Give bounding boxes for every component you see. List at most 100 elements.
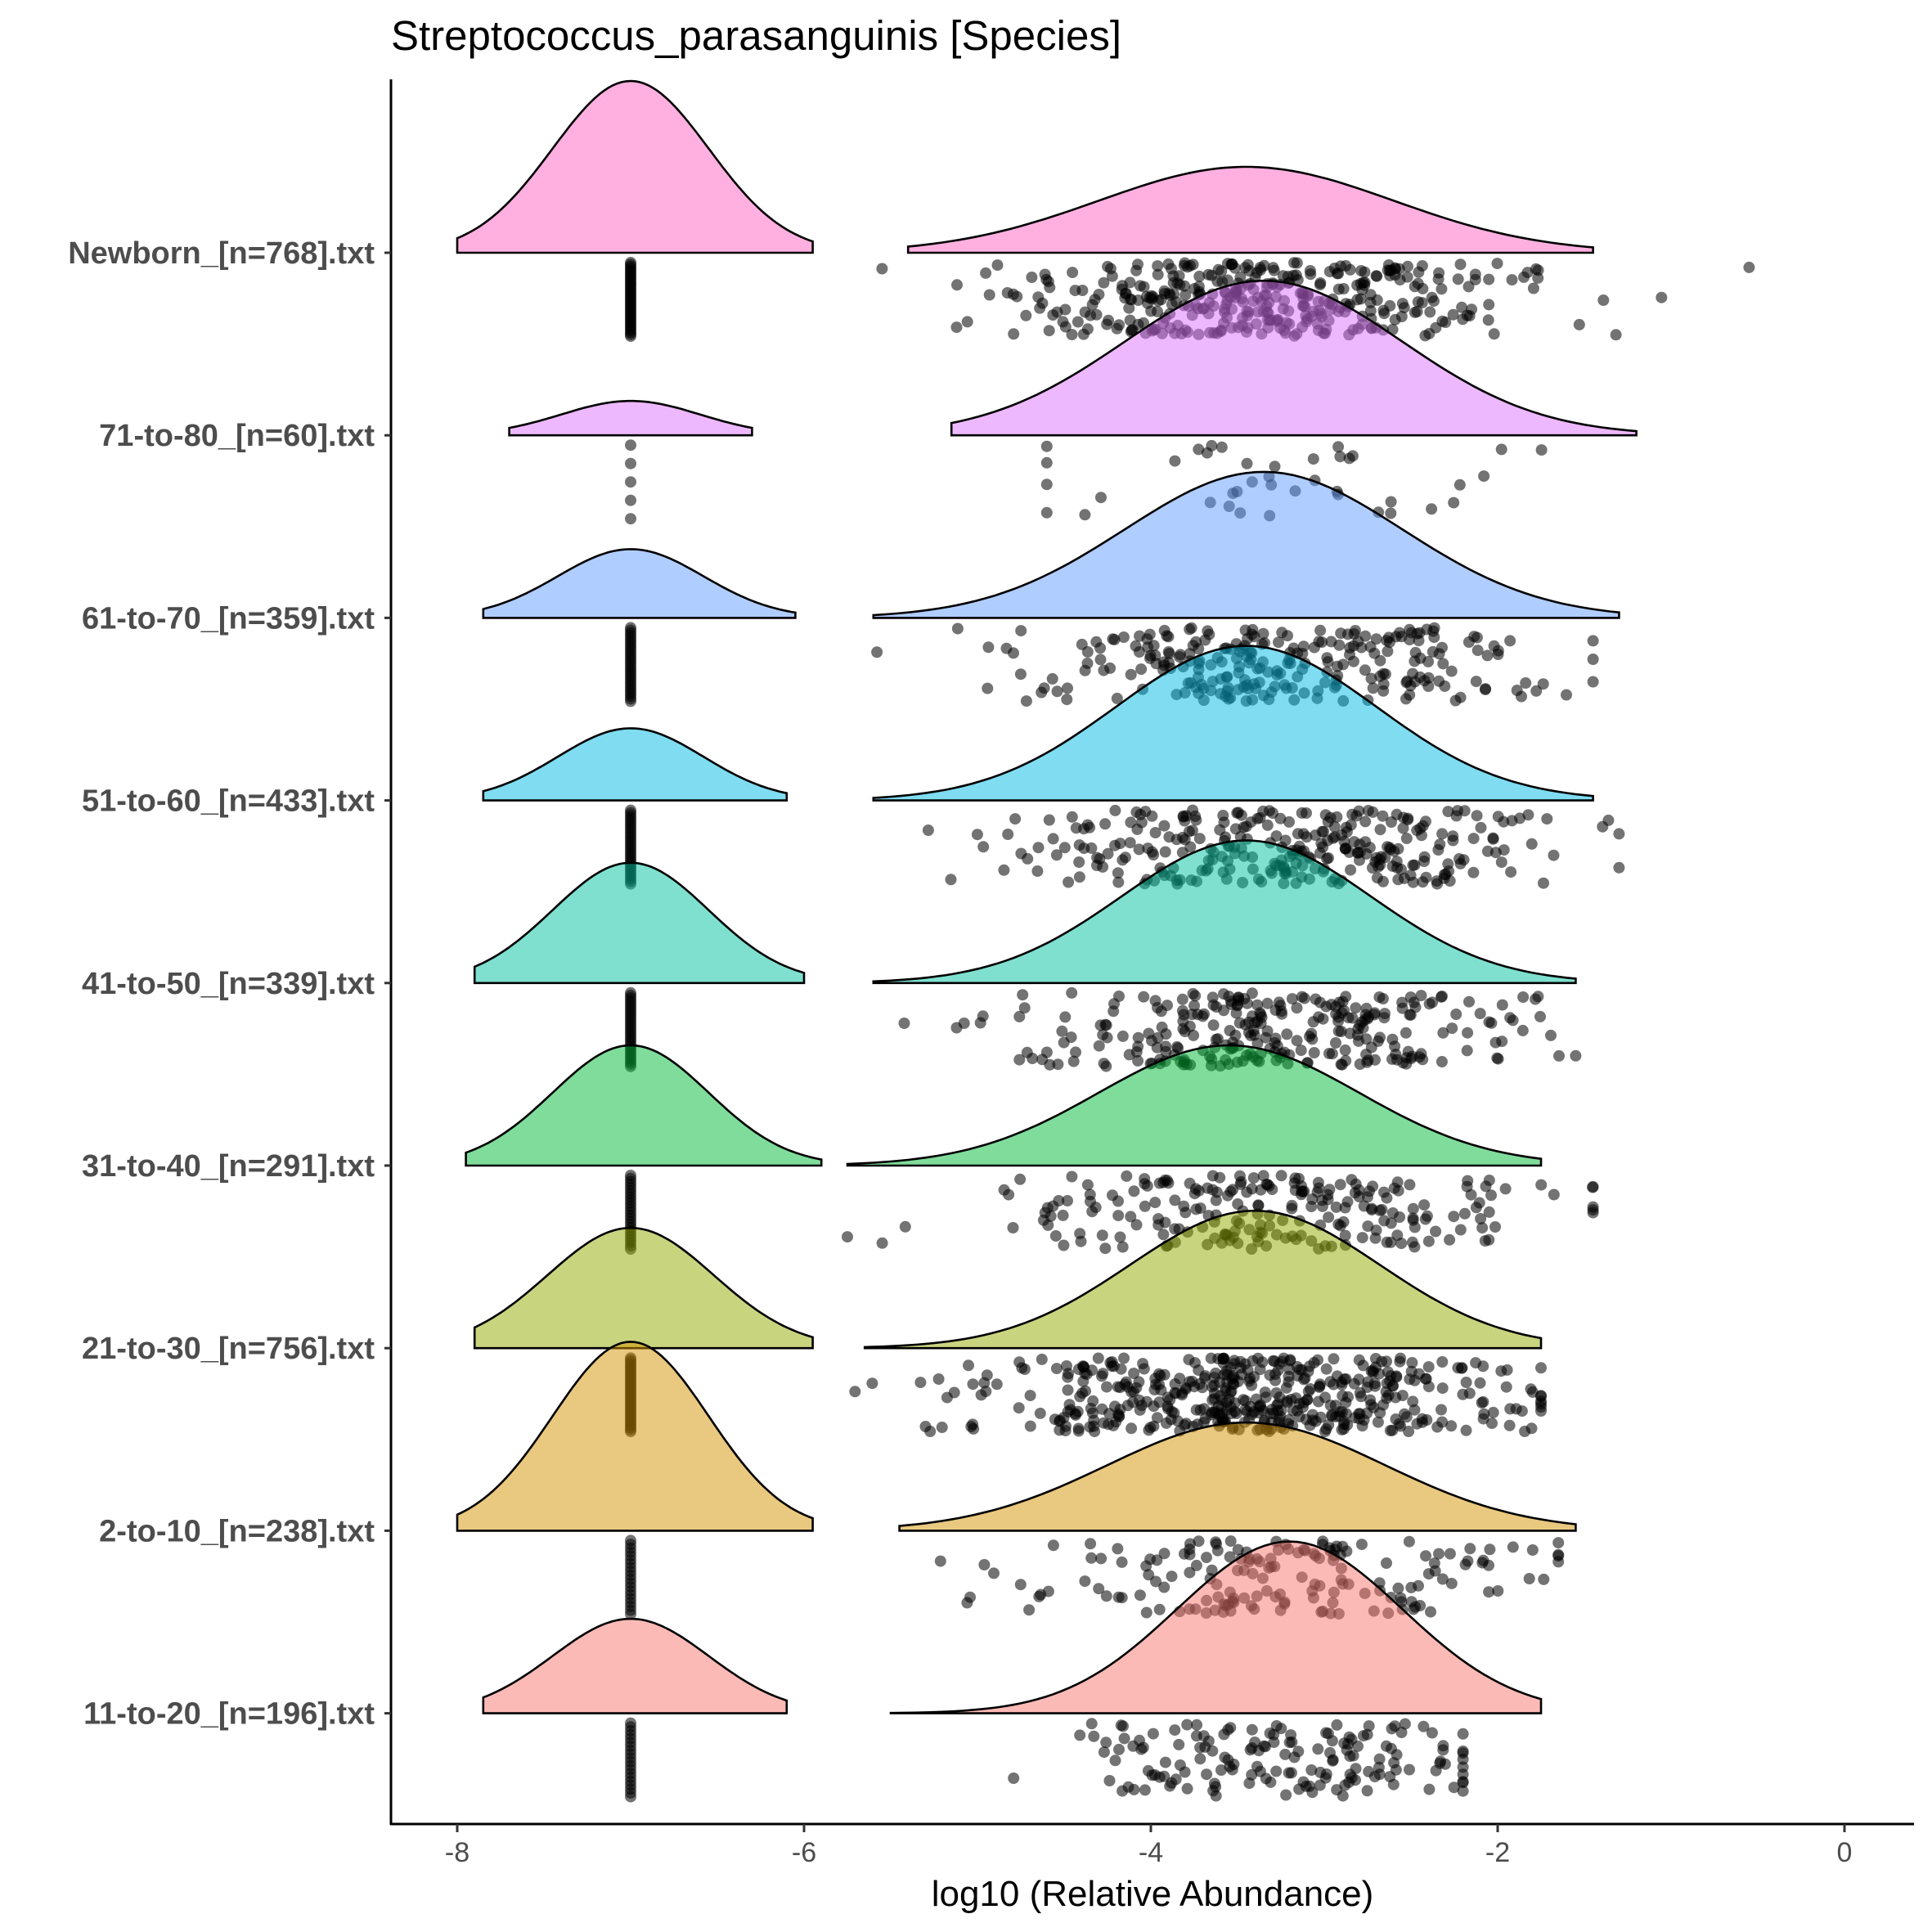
point-61-to-70 [1014,668,1027,681]
point-11-to-20 [1222,1723,1234,1736]
point-61-to-70 [1163,648,1175,659]
point-newborn [1066,329,1078,340]
point-21-to-30 [1063,1399,1076,1411]
point-31-to-40 [1128,1185,1140,1197]
point-31-to-40 [1066,1170,1078,1183]
point-11-to-20 [1388,1757,1400,1769]
point-41-to-50 [1390,1049,1402,1060]
point-21-to-30 [1283,1376,1295,1388]
point-21-to-30 [1413,1368,1425,1380]
point-51-to-60 [1453,853,1465,865]
point-41-to-50 [1330,1037,1341,1049]
point-51-to-60 [1148,849,1160,860]
point-31-to-40 [1081,1179,1094,1191]
point-21-to-30 [1208,1379,1220,1391]
point-51-to-60 [1432,844,1445,856]
point-41-to-50 [1207,1019,1220,1031]
point-newborn [1032,291,1045,303]
point-31-to-40 [1418,1199,1431,1211]
point-71-to-80 [1453,479,1466,491]
y-axis-labels: Newborn_[n=768].txt 71-to-80_[n=60].txt 61… [68,236,391,1732]
point-61-to-70 [1587,676,1599,688]
point-newborn [1132,258,1143,271]
point-21-to-30 [1164,1394,1176,1406]
point-31-to-40 [1252,1199,1265,1211]
x-tick-label-2: -4 [1139,1837,1163,1868]
point-21-to-30 [963,1359,974,1372]
point-newborn [1506,274,1518,286]
point-21-to-30 [1274,1410,1286,1422]
point-21-to-30 [1097,1368,1109,1380]
point-2-to-10 [1184,1538,1196,1550]
point-61-to-70 [1046,672,1058,685]
point-11-to-20 [1426,1727,1438,1739]
point-61-to-70 [1314,624,1327,636]
point-2-to-10 [1403,1535,1415,1548]
point-61-to-70 [1449,694,1462,707]
point-51-to-60 [1505,866,1517,878]
point-2-to-10 [1184,1566,1196,1579]
point-61-to-70 [1325,636,1337,648]
point-51-to-60 [1467,866,1480,878]
point-newborn [1573,318,1585,330]
point-51-to-60 [1348,836,1360,848]
point-2-to-10 [1526,1544,1539,1556]
point-31-to-40 [1362,1220,1374,1233]
point-newborn [1482,314,1494,326]
point-21-to-30 [1151,1412,1163,1424]
point-11-to-20 [1292,1746,1305,1758]
point-51-to-60 [1229,823,1242,835]
point-21-to-30 [1445,1420,1458,1432]
point-2-to-10 [1047,1539,1059,1552]
point-41-to-50 [1132,1031,1144,1044]
point-newborn [876,263,888,275]
density-zero-51-to-60 [482,727,789,802]
point-61-to-70 [1246,628,1258,640]
point-21-to-30 [1216,1413,1229,1425]
point-51-to-60 [1371,872,1383,884]
point-newborn [1103,314,1115,326]
point-41-to-50 [1415,990,1427,1002]
point-21-to-30 [1072,1425,1085,1437]
point-newborn [1305,268,1317,281]
point-31-to-40 [1349,1187,1361,1199]
point-31-to-40 [1366,1204,1378,1216]
point-61-to-70 [1157,656,1170,668]
point-11-to-20 [1117,1785,1129,1797]
point-2-to-10 [1134,1589,1146,1602]
point-41-to-50 [1251,1037,1264,1049]
point-41-to-50 [1545,1029,1557,1041]
point-61-to-70 [1193,643,1205,655]
point-newborn [1384,269,1396,281]
point-41-to-50 [1276,1008,1288,1020]
point-51-to-60 [1292,828,1304,840]
point-41-to-50 [1070,1046,1081,1058]
point-21-to-30 [967,1378,979,1391]
point-31-to-40 [842,1231,853,1243]
point-71-to-80 [1332,441,1345,453]
point-41-to-50 [1224,1025,1236,1036]
point-21-to-30 [1074,1391,1086,1403]
point-31-to-40 [1014,1173,1027,1185]
point-zero-71-to-80 [625,476,636,488]
point-21-to-30 [1399,1408,1410,1420]
point-51-to-60 [1487,833,1499,845]
point-zero-2-to-10 [625,1608,636,1620]
point-41-to-50 [1230,1007,1242,1019]
point-61-to-70 [1390,631,1402,643]
point-51-to-60 [1339,842,1351,855]
point-2-to-10 [988,1567,1000,1579]
point-21-to-30 [866,1377,878,1390]
point-newborn [1193,281,1205,293]
point-31-to-40 [1476,1222,1489,1234]
point-newborn [1174,279,1186,291]
point-41-to-50 [1463,995,1475,1008]
point-newborn [1187,258,1199,271]
point-21-to-30 [1152,1368,1165,1380]
point-31-to-40 [1117,1241,1129,1253]
point-21-to-30 [1333,1410,1346,1422]
point-51-to-60 [1149,827,1161,838]
point-61-to-70 [1418,675,1431,687]
point-51-to-60 [1404,869,1417,882]
point-21-to-30 [1516,1405,1528,1418]
